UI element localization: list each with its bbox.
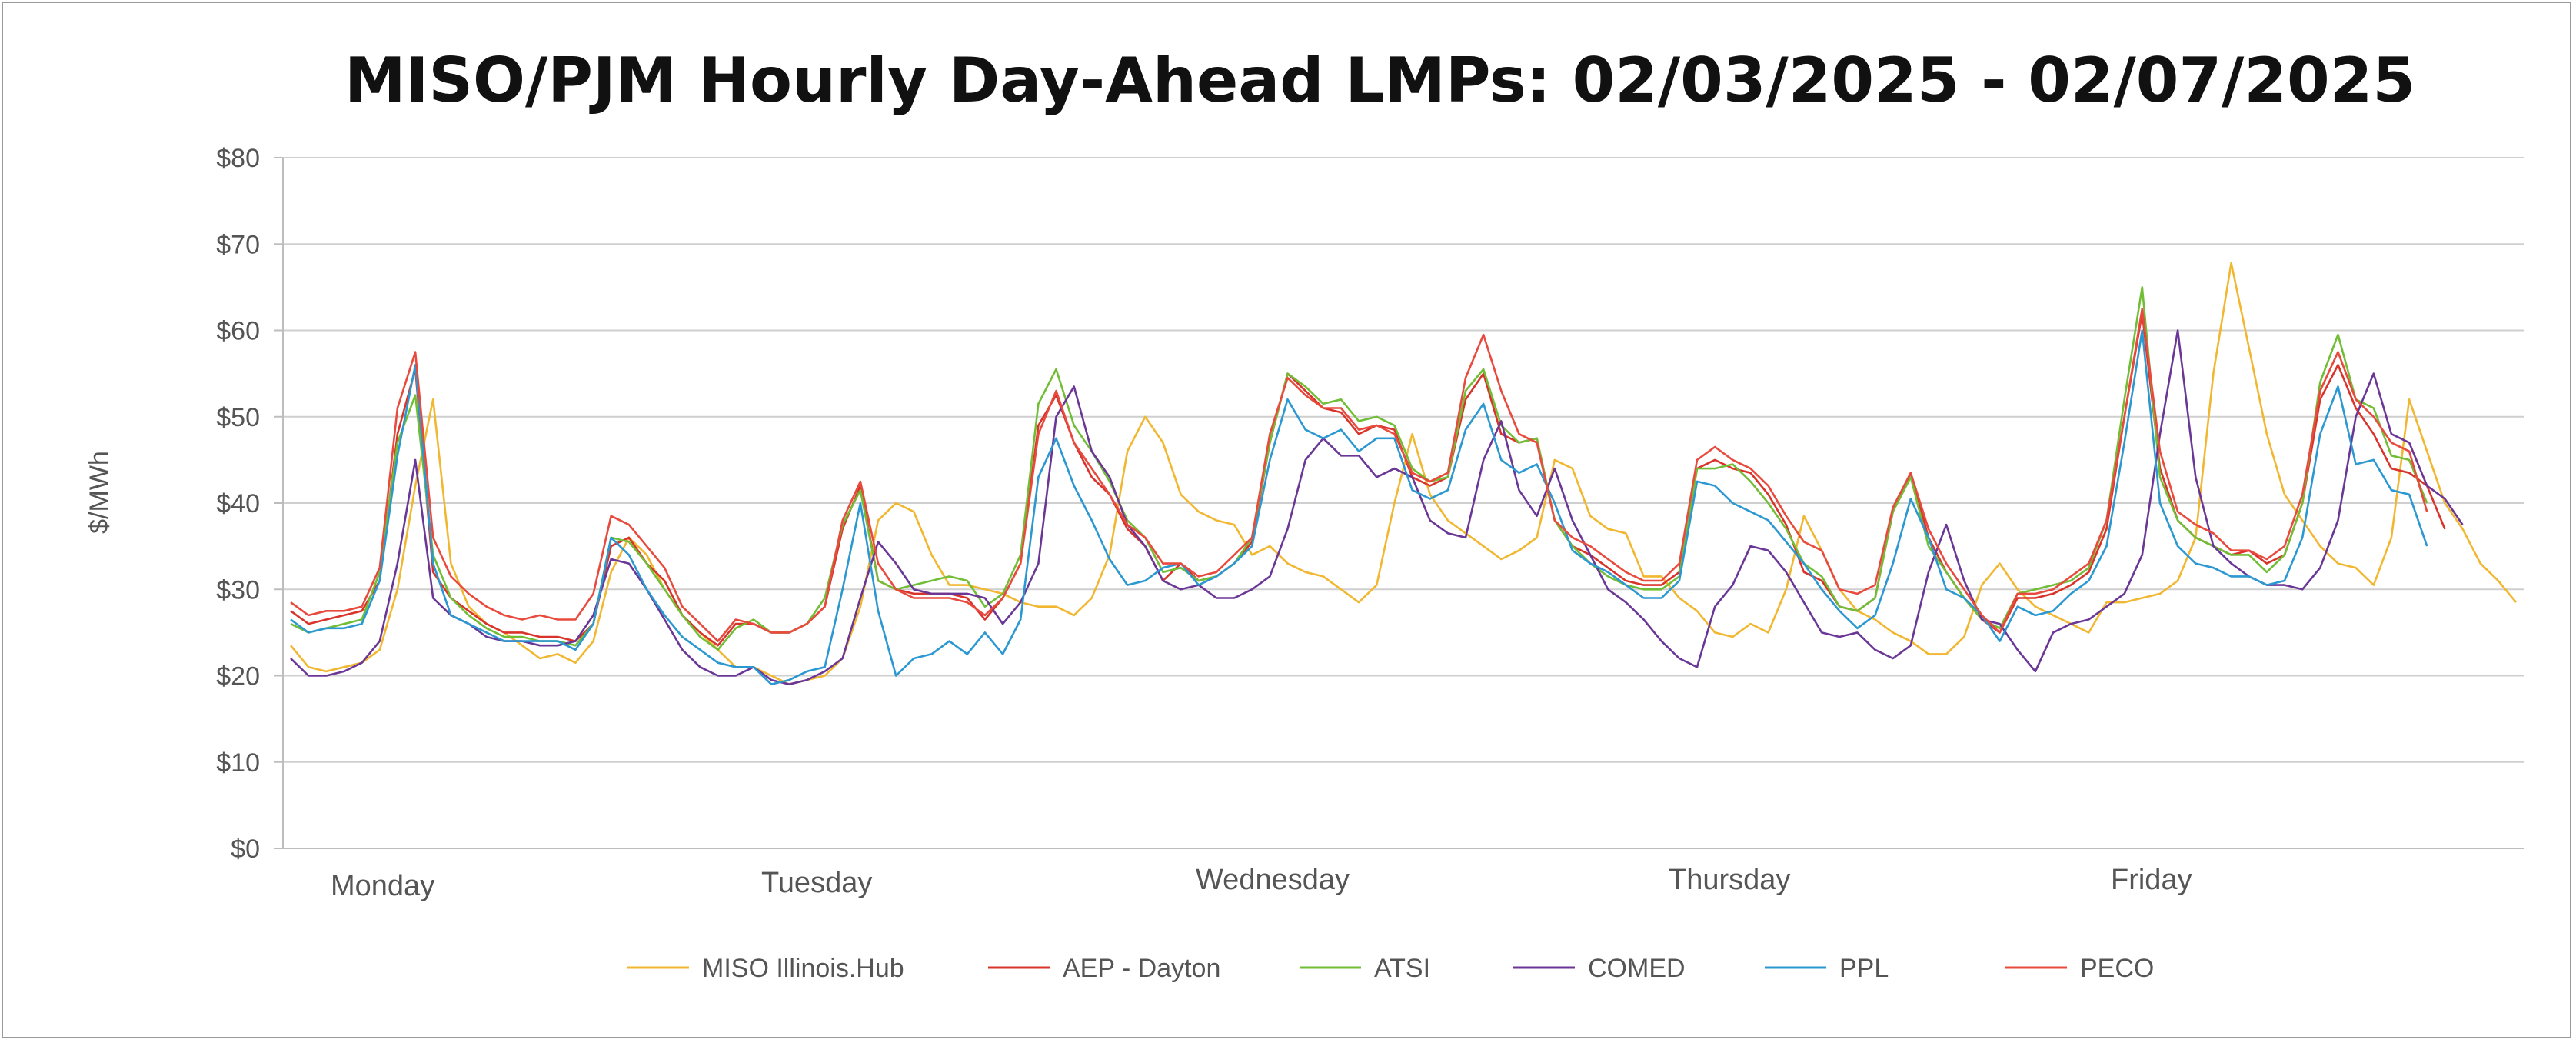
x-day-label: Thursday [1669,864,1790,896]
gridlines [274,157,2524,849]
chart-title: MISO/PJM Hourly Day-Ahead LMPs: 02/03/20… [344,45,2415,116]
y-tick-label: $0 [231,835,260,864]
legend: MISO Illinois.Hub AEP - Dayton ATSI COMED PP… [627,954,2154,983]
x-day-label: Tuesday [761,867,872,899]
legend-label: PECO [2080,954,2154,983]
legend-label: PPL [1839,954,1889,983]
x-day-label: Monday [331,870,434,902]
y-tick-label: $80 [216,144,260,173]
y-tick-label: $50 [216,403,260,432]
y-axis-label: $/MWh [85,451,114,534]
y-tick-label: $20 [216,662,260,691]
legend-label: AEP - Dayton [1063,954,1220,983]
x-day-label: Friday [2111,864,2192,896]
x-day-label: Wednesday [1196,864,1350,896]
series-line [290,329,2464,686]
y-tick-label: $60 [216,317,260,346]
legend-label: ATSI [1374,954,1430,983]
y-axis-ticks: $0 $10 $20 $30 $40 $50 $60 $70 $80 [216,144,260,864]
y-tick-label: $70 [216,230,260,259]
series-line [290,329,2428,686]
series-line [290,308,2428,642]
y-tick-label: $30 [216,575,260,605]
y-tick-label: $40 [216,489,260,518]
legend-label: COMED [1588,954,1686,983]
series-line [290,286,2428,651]
y-tick-label: $10 [216,748,260,778]
x-axis-day-labels: Monday Tuesday Wednesday Thursday Friday [331,864,2192,902]
legend-label: MISO Illinois.Hub [702,954,904,983]
series-lines [289,262,2518,686]
